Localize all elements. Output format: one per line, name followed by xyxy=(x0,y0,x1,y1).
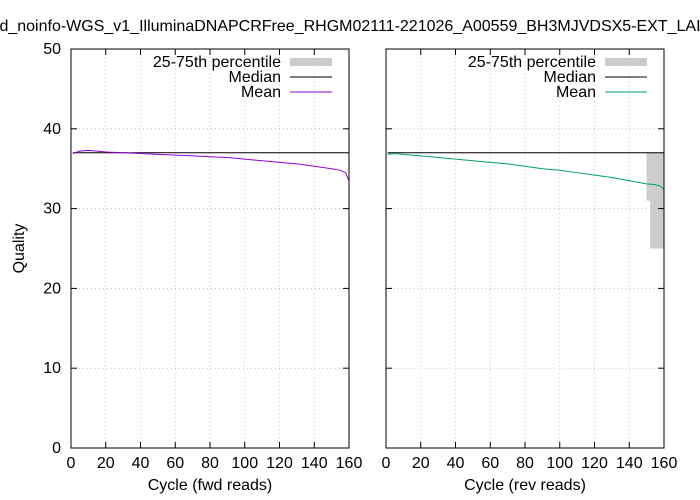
y-tick-label: 0 xyxy=(52,440,61,457)
y-tick-label: 20 xyxy=(43,280,61,297)
percentile-band-bar xyxy=(650,152,664,249)
fwd-reads-panel: 0 20 40 60 80 100 120 140 160 0 10 20 30 40 50 Cycle (f… xyxy=(11,41,362,494)
x-tick-label: 0 xyxy=(67,455,76,472)
legend-percentile-label: 25-75th percentile xyxy=(468,54,596,71)
y-tick-label: 10 xyxy=(43,360,61,377)
x-tick-label: 80 xyxy=(201,455,219,472)
mean-line xyxy=(387,153,665,190)
plot-frame xyxy=(385,48,665,449)
y-tick-label: 40 xyxy=(43,121,61,138)
x-tick-label: 100 xyxy=(546,455,573,472)
x-tick-label: 160 xyxy=(336,455,363,472)
x-tick-label: 20 xyxy=(97,455,115,472)
y-tick-label: 50 xyxy=(43,41,61,58)
legend-percentile-label: 25-75th percentile xyxy=(153,54,281,71)
legend-mean-label: Mean xyxy=(241,84,281,101)
legend-percentile-swatch xyxy=(605,58,647,66)
x-axis-label: Cycle (fwd reads) xyxy=(148,477,272,494)
x-tick-label: 20 xyxy=(412,455,430,472)
x-tick-label: 40 xyxy=(447,455,465,472)
x-tick-label: 0 xyxy=(382,455,391,472)
x-tick-label: 160 xyxy=(651,455,678,472)
x-axis-label: Cycle (rev reads) xyxy=(464,477,586,494)
figure-title: d_noinfo-WGS_v1_IlluminaDNAPCRFree_RHGM0… xyxy=(0,18,700,35)
x-tick-label: 80 xyxy=(516,455,534,472)
x-tick-label: 120 xyxy=(581,455,608,472)
y-axis-label: Quality xyxy=(11,224,28,274)
legend-median-label: Median xyxy=(229,69,281,86)
x-tick-label: 40 xyxy=(132,455,150,472)
x-tick-label: 140 xyxy=(301,455,328,472)
x-tick-label: 120 xyxy=(266,455,293,472)
legend-median-label: Median xyxy=(544,69,596,86)
legend-mean-label: Mean xyxy=(556,84,596,101)
x-tick-label: 60 xyxy=(481,455,499,472)
percentile-band-bar xyxy=(646,152,651,201)
x-tick-label: 60 xyxy=(166,455,184,472)
legend-percentile-swatch xyxy=(290,58,332,66)
plot-frame xyxy=(70,48,350,449)
mean-line xyxy=(72,149,350,181)
x-tick-label: 100 xyxy=(231,455,258,472)
y-tick-label: 30 xyxy=(43,201,61,218)
x-tick-label: 140 xyxy=(616,455,643,472)
rev-reads-panel: 0 20 40 60 80 100 120 140 160 Cycle (rev reads) 25… xyxy=(382,48,678,494)
